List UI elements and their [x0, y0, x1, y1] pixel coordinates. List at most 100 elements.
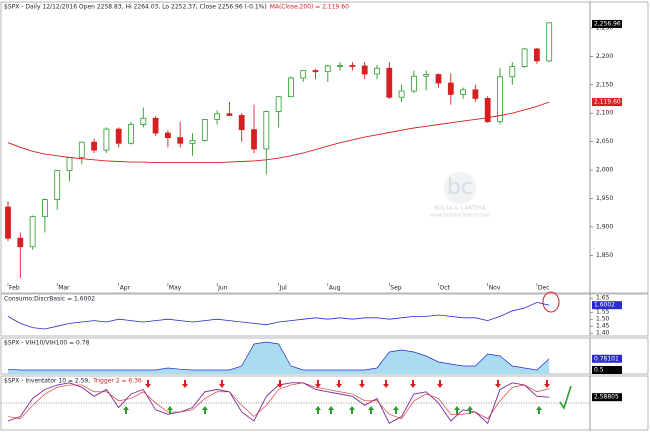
candle-body: [115, 128, 122, 144]
candle-body: [238, 115, 245, 131]
x-tick-label: Jun: [217, 285, 228, 292]
candle-body: [177, 137, 184, 144]
candle-body: [275, 96, 282, 112]
y-tick-label: 2,200: [596, 53, 613, 60]
candle-body: [472, 89, 479, 99]
watermark: bc BOLSA & CARTERA www.bolsaycartera.com: [430, 172, 490, 219]
sell-arrow: [544, 380, 550, 388]
y-tick-label: 1.45: [596, 323, 610, 330]
annotation-circle: [542, 291, 560, 313]
candle-body: [324, 65, 331, 73]
candle-body: [497, 76, 503, 123]
watermark-url: www.bolsaycartera.com: [430, 213, 490, 219]
x-tick-label: May: [169, 285, 182, 292]
sell-arrow: [277, 380, 283, 388]
x-tick-label: Nov: [489, 285, 501, 292]
value-box: [592, 301, 622, 310]
candle-body: [546, 22, 553, 62]
candle-body: [460, 89, 467, 95]
x-tick-label: Oct: [440, 285, 451, 292]
sell-arrow: [145, 380, 151, 388]
axis-frame: [589, 375, 649, 431]
value-box: [592, 393, 622, 402]
candle-body: [189, 140, 196, 144]
candle-body: [78, 141, 85, 158]
x-tick-label: Dec: [538, 285, 550, 292]
area-line: [7, 341, 550, 371]
value-box-label: 1.6002: [594, 302, 615, 309]
candle-body: [423, 74, 430, 77]
value-box-label: 0.5: [594, 367, 604, 374]
panel-title-extra: MA(Close,200) = 2,119.60: [270, 4, 349, 11]
sell-arrow: [383, 380, 389, 388]
panel-title-extra: Trigger 2 = 6.36: [92, 378, 142, 385]
buy-arrow: [328, 406, 334, 414]
candle-body: [140, 117, 147, 125]
candle-body: [164, 132, 171, 139]
candle-body: [263, 111, 270, 150]
candle-body: [349, 65, 356, 67]
buy-arrow: [536, 406, 542, 414]
watermark-logo-bg: [444, 172, 476, 204]
buy-arrow: [393, 406, 399, 414]
candle-body: [534, 48, 540, 62]
candle-body: [337, 65, 344, 67]
buy-arrow: [349, 406, 355, 414]
axis-frame: [589, 293, 649, 337]
candle-body: [521, 48, 528, 67]
candle-body: [226, 113, 233, 116]
candle-body: [361, 65, 368, 75]
value-box: [592, 98, 622, 107]
sell-arrow: [359, 380, 365, 388]
candle-body: [435, 74, 442, 84]
y-tick-label: 1,950: [596, 195, 613, 202]
candle-body: [287, 77, 294, 98]
candle-body: [312, 70, 319, 73]
buy-arrow: [167, 406, 173, 414]
y-tick-label: 2,150: [596, 81, 613, 88]
y-tick-label: 2,000: [596, 167, 613, 174]
candle-body: [374, 67, 380, 75]
ratio-line: [7, 301, 550, 330]
candle-body: [251, 129, 257, 150]
x-tick-label: Apr: [120, 285, 131, 292]
y-tick-label: 1.65: [596, 295, 610, 302]
candle-body: [29, 216, 36, 248]
value-box-label: 2.58805: [594, 394, 619, 401]
area-fill: [8, 342, 550, 374]
sell-arrow: [315, 380, 321, 388]
x-tick-label: Sep: [390, 285, 402, 292]
check-mark: [559, 385, 572, 410]
buy-arrow: [368, 406, 374, 414]
candle-body: [128, 124, 134, 144]
y-tick-label: 1.40: [596, 330, 610, 337]
candle-body: [103, 128, 110, 151]
panel-title: $SPX - VIH10/VIH100 = 0.78: [4, 340, 90, 347]
panel-title: $SPX - Daily 12/12/2016 Open 2258.83, Hi…: [4, 4, 267, 11]
candle-body: [152, 117, 159, 134]
buy-arrow: [467, 406, 473, 414]
value-box-label: 2,256.96: [594, 20, 621, 27]
candle-body: [66, 157, 73, 171]
candle-body: [386, 67, 393, 98]
y-tick-label: 1.55: [596, 309, 610, 316]
x-tick-label: Jul: [279, 285, 288, 292]
candle-body: [214, 113, 221, 120]
y-tick-label: 2,050: [596, 138, 613, 145]
sell-arrow: [182, 380, 188, 388]
moving-average: [7, 101, 550, 164]
axis-frame: [589, 1, 649, 294]
sell-arrow: [410, 380, 416, 388]
value-box: [592, 354, 622, 363]
candle-body: [447, 82, 454, 95]
sell-arrow: [437, 380, 443, 388]
y-tick-label: 1,850: [596, 252, 613, 259]
value-box: [592, 366, 622, 374]
buy-arrow: [123, 406, 129, 414]
buy-arrow: [315, 406, 321, 414]
y-tick-label: 2,100: [596, 110, 613, 117]
candle-body: [17, 237, 24, 248]
candle-body: [5, 206, 11, 239]
candle-body: [201, 119, 208, 141]
